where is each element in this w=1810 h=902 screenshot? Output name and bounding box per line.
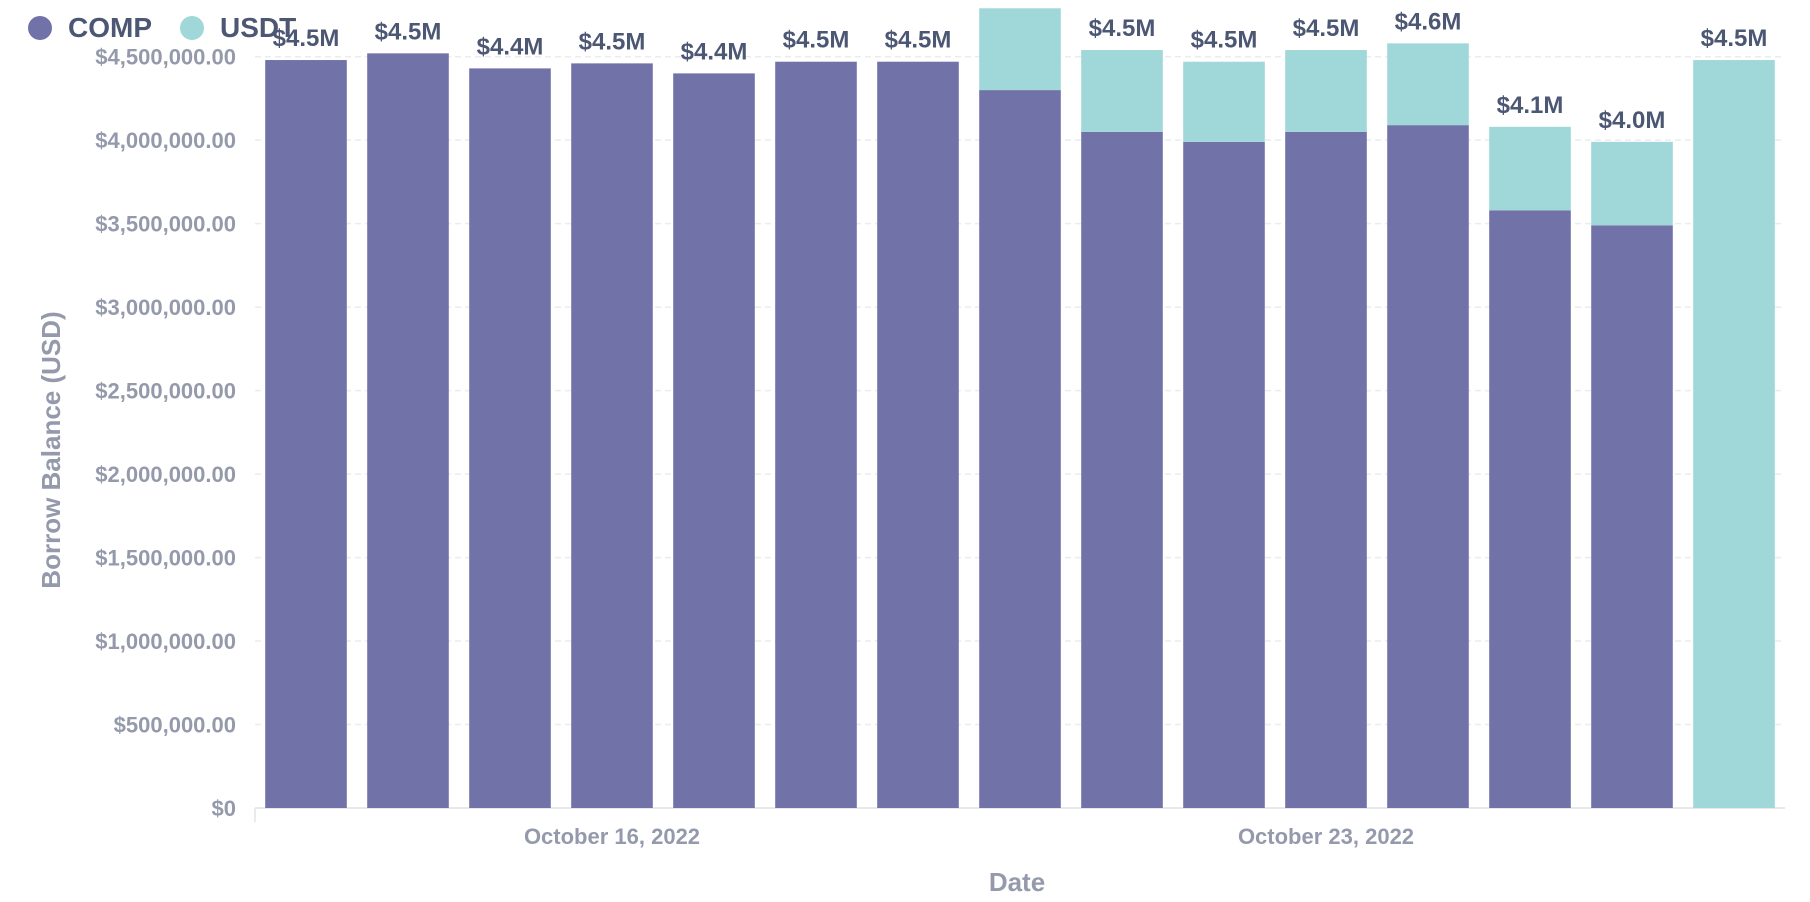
y-tick-label: $3,000,000.00 [95, 295, 236, 320]
legend-dot-comp [28, 16, 52, 40]
legend: COMP USDT [28, 12, 324, 44]
bar-total-label: $4.5M [885, 27, 952, 54]
bar-comp[interactable] [775, 61, 857, 809]
bar-usdt[interactable] [979, 8, 1061, 91]
bar-comp[interactable] [469, 68, 551, 808]
y-tick-label: $3,500,000.00 [95, 212, 236, 237]
bar-total-label: $4.5M [375, 18, 442, 45]
bar-comp[interactable] [673, 73, 755, 809]
bar-total-label: $4.5M [783, 27, 850, 54]
legend-dot-usdt [180, 16, 204, 40]
bar-comp[interactable] [979, 90, 1061, 808]
bar-comp[interactable] [367, 53, 449, 809]
y-tick-label: $2,000,000.00 [95, 462, 236, 487]
bar-total-label: $4.5M [1701, 25, 1768, 52]
x-axis-title: Date [989, 867, 1045, 897]
bar-usdt[interactable] [1693, 60, 1775, 808]
bar-total-label: $4.6M [1395, 8, 1462, 35]
x-tick-label: October 23, 2022 [1238, 824, 1414, 849]
bar-comp[interactable] [1489, 210, 1571, 808]
y-tick-label: $1,500,000.00 [95, 546, 236, 571]
bar-comp[interactable] [1183, 141, 1265, 808]
legend-label-usdt: USDT [220, 12, 297, 43]
y-tick-label: $4,500,000.00 [95, 45, 236, 70]
y-tick-label: $1,000,000.00 [95, 629, 236, 654]
bars [265, 8, 1775, 809]
y-tick-label: $500,000.00 [114, 713, 236, 738]
bar-total-label: $4.5M [1191, 27, 1258, 54]
y-tick-label: $2,500,000.00 [95, 379, 236, 404]
bar-comp[interactable] [1387, 125, 1469, 808]
bar-usdt[interactable] [1489, 126, 1571, 211]
bar-comp[interactable] [877, 61, 959, 809]
bar-comp[interactable] [265, 60, 347, 808]
x-axis: October 16, 2022 October 23, 2022 [524, 824, 1414, 849]
bar-total-label: $4.1M [1497, 92, 1564, 119]
y-tick-label: $4,000,000.00 [95, 128, 236, 153]
bar-total-label: $4.5M [273, 25, 340, 52]
bar-usdt[interactable] [1183, 61, 1265, 142]
y-tick-label: $0 [212, 796, 236, 821]
bar-comp[interactable] [1285, 131, 1367, 809]
legend-label-comp: COMP [68, 12, 152, 43]
y-axis: $0 $500,000.00 $1,000,000.00 $1,500,000.00 $… [95, 45, 236, 821]
bar-usdt[interactable] [1591, 141, 1673, 226]
bar-total-label: $4.0M [1599, 107, 1666, 134]
bar-total-label: $4.5M [1293, 15, 1360, 42]
legend-item-comp[interactable]: COMP [28, 12, 152, 44]
bar-total-label: $4.4M [681, 38, 748, 65]
bar-comp[interactable] [571, 63, 653, 809]
bar-usdt[interactable] [1081, 50, 1163, 132]
bar-total-label: $4.5M [579, 28, 646, 55]
bar-usdt[interactable] [1285, 50, 1367, 132]
data-labels: $4.5M$4.5M$4.4M$4.5M$4.4M$4.5M$4.5M$4.8M… [273, 0, 1768, 134]
legend-item-usdt[interactable]: USDT [180, 12, 296, 44]
bar-comp[interactable] [1591, 225, 1673, 809]
bar-usdt[interactable] [1387, 43, 1469, 126]
bar-total-label: $4.5M [1089, 15, 1156, 42]
bar-total-label: $4.4M [477, 33, 544, 60]
bar-comp[interactable] [1081, 131, 1163, 809]
y-axis-title: Borrow Balance (USD) [36, 311, 66, 588]
x-tick-label: October 16, 2022 [524, 824, 700, 849]
